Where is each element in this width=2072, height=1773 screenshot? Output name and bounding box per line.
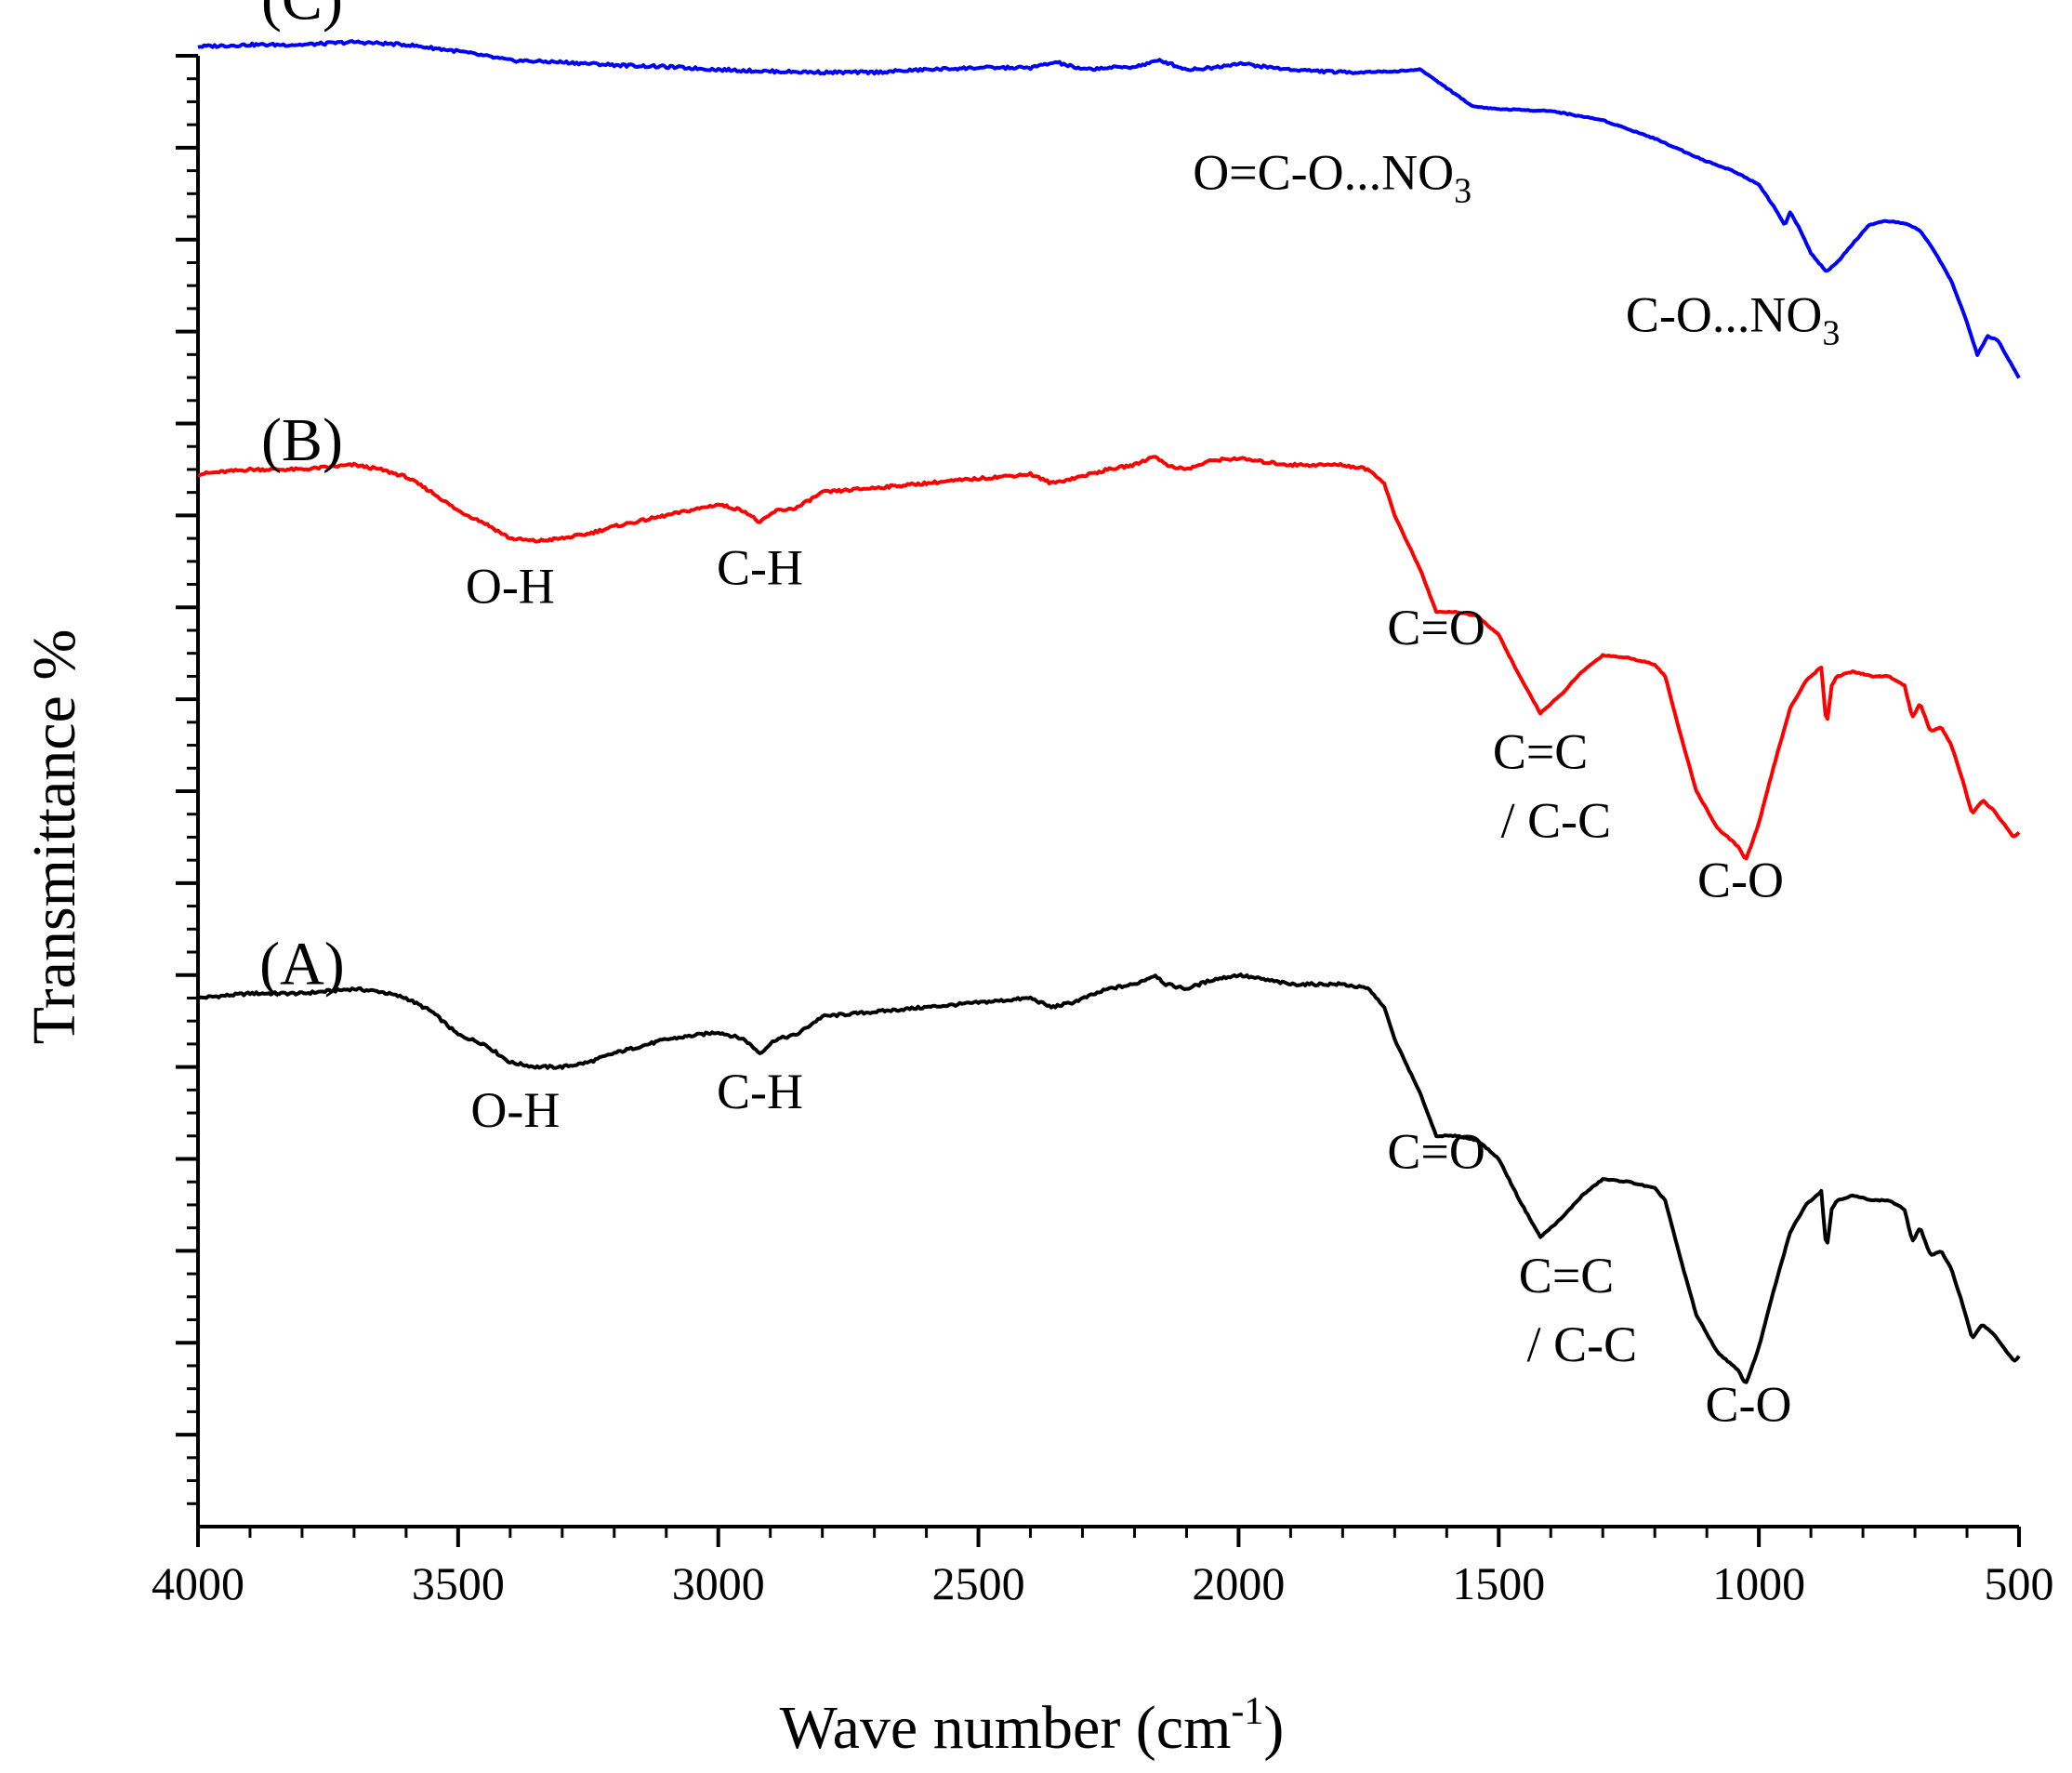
peak-annotation: O-H bbox=[470, 1082, 560, 1138]
peak-annotation: C=C bbox=[1493, 723, 1589, 779]
peak-annotation-text: C-O bbox=[1697, 853, 1784, 908]
x-tick-label: 3000 bbox=[672, 1557, 765, 1609]
peak-annotation-text: O=C-O...NO bbox=[1193, 144, 1454, 200]
peak-annotation: C-O bbox=[1705, 1376, 1791, 1432]
peak-annotation: / C-C bbox=[1501, 792, 1612, 848]
series-label: (A) bbox=[259, 931, 345, 999]
x-tick-label: 4000 bbox=[152, 1557, 244, 1609]
y-axis-title: Transmittance % bbox=[20, 629, 88, 1045]
x-axis-title: Wave number (cm-1) bbox=[780, 1690, 1285, 1762]
axes-group: 4000 3500 3000 2500 2000 1500 1000 500 bbox=[152, 54, 2054, 1609]
peak-annotation-text: C-H bbox=[717, 1064, 803, 1119]
peak-annotation-text: O-H bbox=[470, 1082, 560, 1138]
peak-annotation-text: C=C bbox=[1493, 723, 1589, 779]
series-label: (B) bbox=[261, 406, 343, 474]
x-tick-label: 1500 bbox=[1452, 1557, 1545, 1609]
peak-annotation: C-O bbox=[1697, 853, 1784, 908]
series-group bbox=[196, 39, 2021, 1384]
peak-annotation-text: / C-C bbox=[1527, 1317, 1638, 1372]
x-tick-label: 1000 bbox=[1712, 1557, 1805, 1609]
labels-group: (A) (B) (C) O-H C-H C=O C=C / C-C C-O O-H C-H C=O C=… bbox=[259, 0, 1840, 1432]
x-tick-label: 2000 bbox=[1192, 1557, 1285, 1609]
peak-annotation-text: C-H bbox=[717, 540, 803, 596]
x-axis-title-close: ) bbox=[1263, 1694, 1284, 1762]
peak-annotation-text: C-O bbox=[1705, 1376, 1791, 1432]
series-line-b bbox=[197, 455, 2021, 861]
series-line-a bbox=[196, 973, 2021, 1384]
peak-annotation-text: O-H bbox=[466, 558, 555, 614]
peak-annotation-text: C=O bbox=[1387, 1123, 1485, 1179]
series-label: (C) bbox=[261, 0, 343, 33]
peak-annotation-text: / C-C bbox=[1501, 792, 1612, 848]
peak-annotation: / C-C bbox=[1527, 1317, 1638, 1372]
peak-annotation: C-H bbox=[717, 540, 803, 596]
peak-annotation: C-H bbox=[717, 1064, 803, 1119]
series-line-c bbox=[197, 39, 2021, 379]
x-tick-label: 2500 bbox=[932, 1557, 1025, 1609]
peak-annotation-text: C=O bbox=[1387, 600, 1485, 655]
x-tick-label: 3500 bbox=[412, 1557, 505, 1609]
peak-annotation: O-H bbox=[466, 558, 555, 614]
peak-annotation: C=O bbox=[1387, 1123, 1485, 1179]
peak-annotation-subscript: 3 bbox=[1454, 171, 1472, 210]
peak-annotation-text: C=C bbox=[1519, 1248, 1615, 1303]
x-tick-label: 500 bbox=[1985, 1557, 2054, 1609]
peak-annotation: C=O bbox=[1387, 600, 1485, 655]
peak-annotation: C=C bbox=[1519, 1248, 1615, 1303]
peak-annotation: C-O...NO3 bbox=[1626, 287, 1841, 353]
x-axis-title-main: Wave number (cm bbox=[780, 1694, 1232, 1762]
x-axis-title-superscript: -1 bbox=[1231, 1690, 1263, 1733]
peak-annotation-text: C-O...NO bbox=[1626, 287, 1823, 343]
peak-annotation: O=C-O...NO3 bbox=[1193, 144, 1472, 210]
peak-annotation-subscript: 3 bbox=[1822, 314, 1840, 353]
